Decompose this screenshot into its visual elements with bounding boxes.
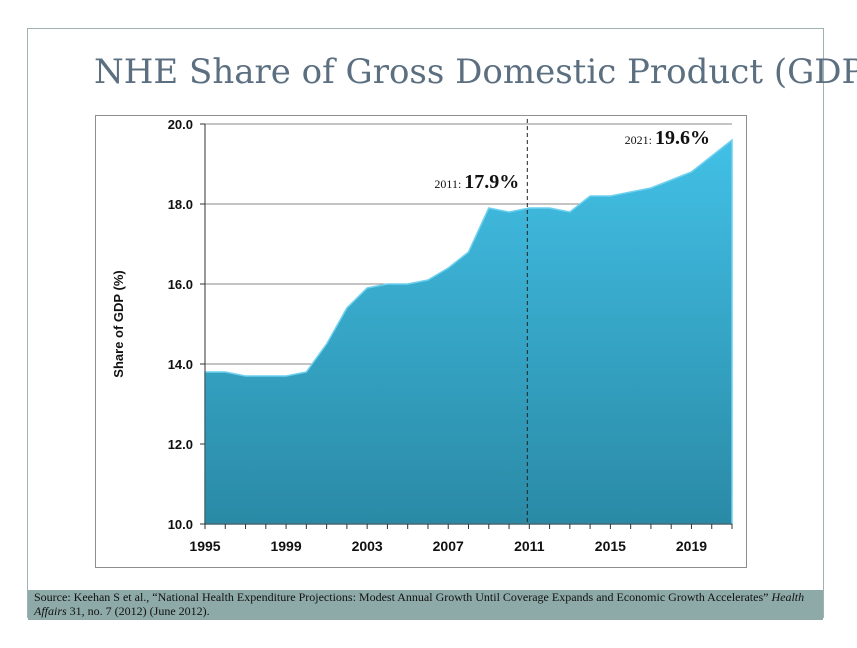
data-label-year: 2021: [625, 133, 655, 147]
source-details: 31, no. 7 (2012) (June 2012). [66, 604, 210, 618]
page-title: NHE Share of Gross Domestic Product (GDP… [94, 52, 857, 92]
source-citation: Source: Keehan S et al., “National Healt… [28, 590, 823, 620]
data-label-2021: 2021: 19.6% [625, 127, 710, 149]
x-tick-label: 2007 [433, 538, 464, 554]
y-tick-label: 10.0 [168, 517, 193, 532]
y-tick-label: 14.0 [168, 357, 193, 372]
data-label-value: 17.9% [464, 171, 519, 193]
y-tick-label: 12.0 [168, 437, 193, 452]
gdp-share-area [204, 138, 733, 525]
source-journal: Health Affairs [34, 590, 805, 618]
x-tick-label: 2019 [676, 538, 707, 554]
y-tick-label: 16.0 [168, 277, 193, 292]
x-tick-label: 2015 [595, 538, 626, 554]
x-tick-label: 1999 [270, 538, 301, 554]
x-tick-label: 2003 [352, 538, 383, 554]
source-text: Source: Keehan S et al., “National Healt… [34, 590, 772, 604]
x-tick-label: 1995 [189, 538, 220, 554]
data-label-value: 19.6% [655, 127, 710, 149]
y-tick-label: 18.0 [168, 197, 193, 212]
data-label-2011: 2011: 17.9% [434, 171, 519, 193]
x-tick-label: 2011 [514, 538, 545, 554]
area-chart: 10.0 12.0 14.0 16.0 18.0 20.0 1995 1999 2003 2007… [111, 117, 733, 554]
y-axis-title: Share of GDP (%) [111, 270, 126, 377]
y-tick-label: 20.0 [168, 117, 193, 132]
data-label-year: 2011: [434, 177, 464, 191]
